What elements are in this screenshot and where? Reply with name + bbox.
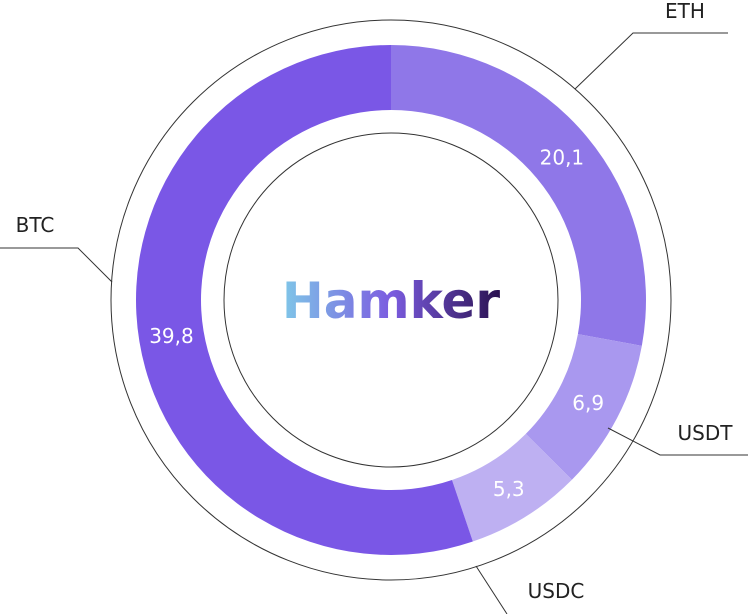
brand-logo-text: Hamker [282, 272, 501, 330]
slice-usdc [451, 433, 572, 542]
value-label-usdc: 5,3 [493, 477, 525, 501]
category-label-usdt: USDT [678, 421, 734, 445]
leader-line-usdc [475, 565, 508, 614]
inner-ring [223, 132, 559, 468]
value-labels: 20,1 6,9 5,3 39,8 [149, 146, 604, 501]
category-label-btc: BTC [16, 213, 55, 237]
leader-line-btc [0, 247, 113, 283]
value-label-eth: 20,1 [540, 146, 585, 170]
slice-usdt [525, 334, 642, 480]
category-label-eth: ETH [665, 0, 705, 23]
value-label-btc: 39,8 [149, 324, 194, 348]
leader-line-usdt [607, 427, 748, 456]
slice-btc [136, 45, 473, 555]
donut-slices [136, 45, 646, 555]
value-label-usdt: 6,9 [572, 391, 604, 415]
outer-ring [110, 19, 672, 581]
leader-line-eth [574, 32, 728, 90]
category-label-usdc: USDC [528, 579, 585, 603]
slice-eth [391, 45, 646, 346]
